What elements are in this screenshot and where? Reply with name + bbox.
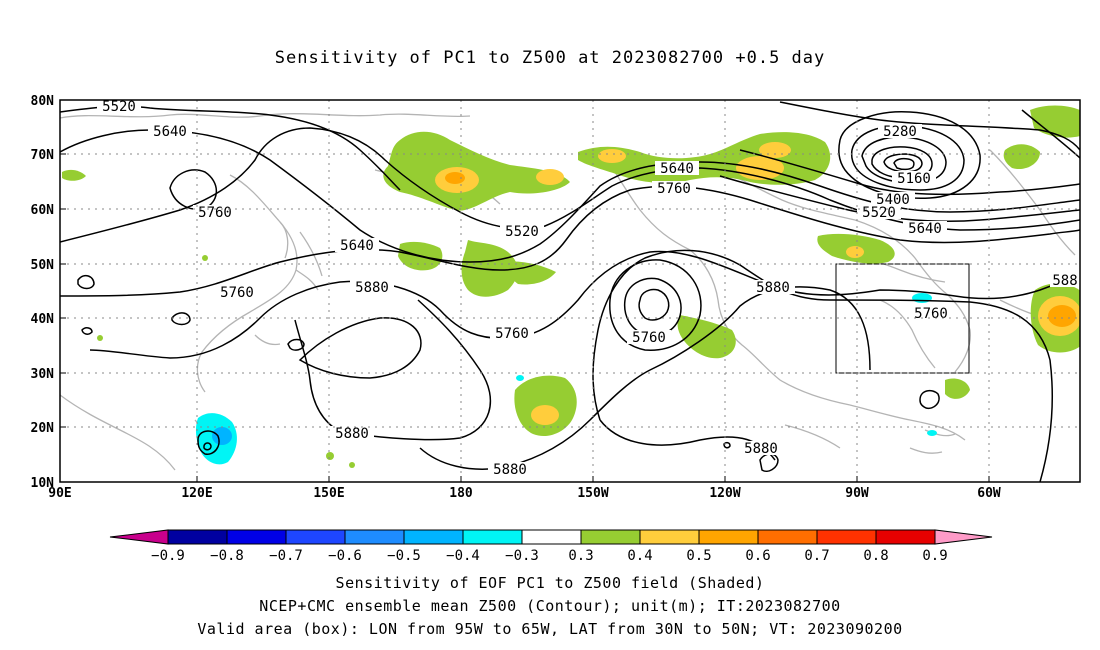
- colorbar-cell: [285, 529, 346, 545]
- map-frame: [59, 99, 1081, 483]
- colorbar-right-tip: [934, 529, 993, 545]
- contour-label: 5760: [914, 306, 948, 322]
- valid-area-box: [835, 263, 970, 374]
- lat-label: 60N: [31, 203, 55, 218]
- contour-label: 5880: [493, 462, 527, 478]
- contour-label: 5880: [756, 280, 790, 296]
- lon-label: 120W: [709, 486, 740, 501]
- colorbar-cell: [403, 529, 464, 545]
- lon-label: 150W: [577, 486, 608, 501]
- lat-label: 40N: [31, 312, 55, 327]
- colorbar-label: −0.3: [505, 548, 539, 564]
- lat-label: 20N: [31, 421, 55, 436]
- colorbar-label: −0.8: [210, 548, 244, 564]
- contour-label: 5760: [198, 205, 232, 221]
- colorbar-cell: [462, 529, 523, 545]
- colorbar-label: −0.7: [269, 548, 303, 564]
- footer-valid-area-caption: Valid area (box): LON from 95W to 65W, L…: [197, 620, 903, 638]
- lat-label: 50N: [31, 258, 55, 273]
- colorbar-label: 0.3: [568, 548, 593, 564]
- colorbar-label: 0.5: [686, 548, 711, 564]
- contour-label: 5520: [102, 99, 136, 115]
- colorbar-label: 0.8: [863, 548, 888, 564]
- colorbar-left-tip: [109, 529, 169, 545]
- contour-label: 5760: [657, 181, 691, 197]
- colorbar-label: 0.4: [627, 548, 652, 564]
- map-title: Sensitivity of PC1 to Z500 at 2023082700…: [274, 48, 826, 68]
- colorbar-cell: [698, 529, 759, 545]
- lat-label: 80N: [31, 94, 55, 109]
- graticule: [60, 100, 1080, 482]
- colorbar-cell: [875, 529, 936, 545]
- contour-label: 5400: [876, 192, 910, 208]
- colorbar-cell: [816, 529, 877, 545]
- colorbar-label: −0.6: [328, 548, 362, 564]
- footer-shading-caption: Sensitivity of EOF PC1 to Z500 field (Sh…: [335, 574, 765, 592]
- contour-label: 5880: [355, 280, 389, 296]
- latitude-labels: 80N 70N 60N 50N 40N 30N 20N 10N: [31, 94, 55, 491]
- contour-label: 588: [1052, 273, 1077, 289]
- lon-label: 120E: [181, 486, 212, 501]
- contour-label: 5640: [660, 161, 694, 177]
- lat-label: 30N: [31, 367, 55, 382]
- colorbar-cell: [344, 529, 405, 545]
- axis-ticks: [60, 99, 990, 483]
- contour-label: 5520: [505, 224, 539, 240]
- lat-label: 10N: [31, 476, 55, 491]
- colorbar-cell: [757, 529, 818, 545]
- colorbar-cell: [521, 529, 582, 545]
- contour-label: 5520: [862, 205, 896, 221]
- longitude-labels: 90E 120E 150E 180 150W 120W 90W 60W: [48, 486, 1001, 501]
- lon-label: 180: [449, 486, 473, 501]
- contour-label: 5640: [908, 221, 942, 237]
- contour-label: 5640: [340, 238, 374, 254]
- contour-label: 5880: [744, 441, 778, 457]
- colorbar-label: 0.9: [922, 548, 947, 564]
- colorbar-label: 0.7: [804, 548, 829, 564]
- z500-contours: [60, 101, 1080, 482]
- contour-label: 5160: [897, 171, 931, 187]
- colorbar-label: −0.4: [446, 548, 480, 564]
- lat-label: 70N: [31, 148, 55, 163]
- colorbar-label: −0.5: [387, 548, 421, 564]
- contour-label: 5280: [883, 124, 917, 140]
- colorbar-cell: [226, 529, 287, 545]
- contour-label: 5760: [632, 330, 666, 346]
- colorbar-label: 0.6: [745, 548, 770, 564]
- colorbar-cell: [580, 529, 641, 545]
- lon-label: 90W: [845, 486, 869, 501]
- contour-label: 5760: [495, 326, 529, 342]
- colorbar-label: −0.9: [151, 548, 185, 564]
- lon-label: 90E: [48, 486, 71, 501]
- lon-label: 60W: [977, 486, 1001, 501]
- contour-labels: 5520 5640 5760 5640 5760 5880 5760 5640 …: [97, 99, 1080, 478]
- contour-label: 5880: [335, 426, 369, 442]
- lon-label: 150E: [313, 486, 344, 501]
- colorbar-cell: [639, 529, 700, 545]
- colorbar: −0.9 −0.8 −0.7 −0.6 −0.5 −0.4 −0.3 0.3 0.4 0.5 0.6…: [109, 529, 993, 564]
- colorbar-cell: [167, 529, 228, 545]
- footer-contour-caption: NCEP+CMC ensemble mean Z500 (Contour); u…: [259, 597, 841, 615]
- contour-label: 5760: [220, 285, 254, 301]
- contour-label: 5640: [153, 124, 187, 140]
